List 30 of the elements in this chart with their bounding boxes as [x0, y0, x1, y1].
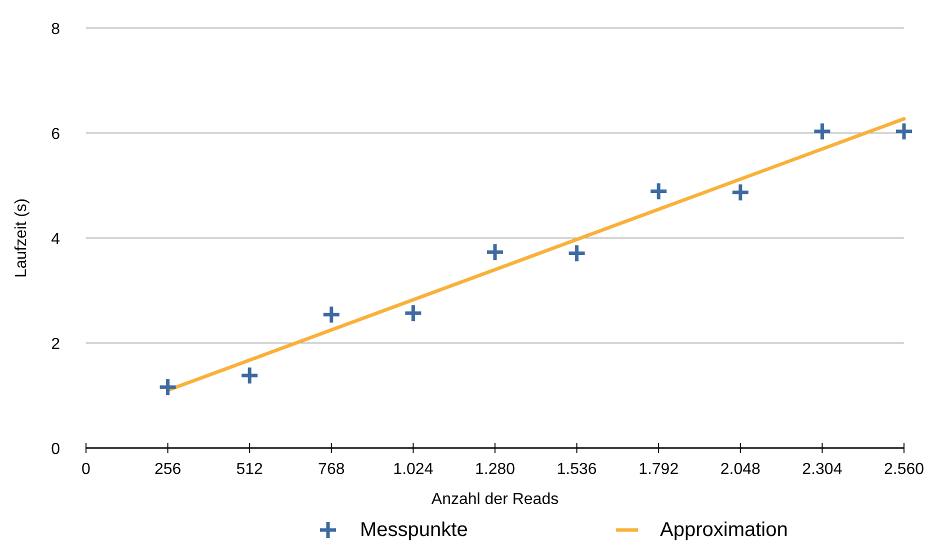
x-tick-label: 0 — [82, 461, 91, 478]
x-axis-title: Anzahl der Reads — [431, 491, 559, 508]
point — [894, 122, 914, 142]
y-tick-label: 6 — [51, 126, 60, 143]
x-tick-label: 1.536 — [556, 461, 597, 478]
y-tick-label: 0 — [51, 441, 60, 458]
x-tick-label: 256 — [154, 461, 182, 478]
x-tick-label: 2.560 — [884, 461, 924, 478]
point — [730, 182, 750, 202]
point — [240, 366, 260, 386]
point — [322, 304, 342, 324]
x-tick-label: 2.048 — [720, 461, 761, 478]
x-tick-label: 1.024 — [393, 461, 434, 478]
point — [485, 242, 505, 262]
legend-label: Messpunkte — [360, 519, 468, 541]
x-tick-label: 1.280 — [474, 461, 516, 478]
y-axis-title: Laufzeit (s) — [13, 198, 30, 278]
point — [567, 243, 587, 263]
point — [158, 377, 178, 397]
point — [812, 122, 832, 142]
x-tick-label: 2.304 — [802, 461, 842, 478]
x-tick-label: 768 — [318, 461, 345, 478]
legend-label: Approximation — [660, 519, 788, 541]
point — [403, 303, 423, 323]
x-tick-label: 1.792 — [638, 461, 679, 478]
y-tick-label: 2 — [51, 336, 60, 353]
x-tick-label: 512 — [236, 461, 264, 478]
y-tick-label: 8 — [51, 21, 60, 38]
y-tick-label: 4 — [51, 231, 60, 248]
point — [648, 182, 668, 202]
